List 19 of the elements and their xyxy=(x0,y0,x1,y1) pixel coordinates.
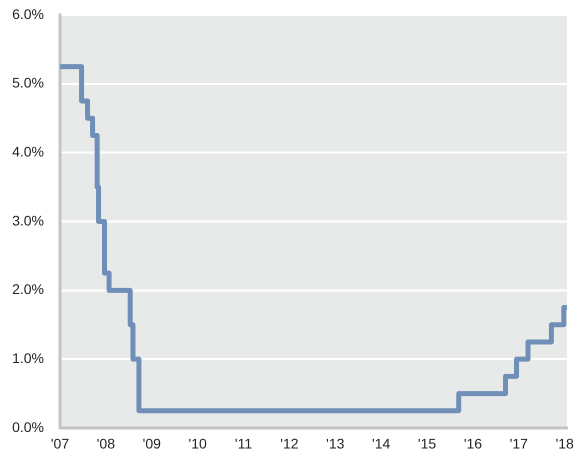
x-tick-label: '17 xyxy=(510,435,528,452)
x-tick-label: '11 xyxy=(234,435,252,452)
x-tick-label: '16 xyxy=(464,435,482,452)
y-tick-label: 2.0% xyxy=(12,281,44,298)
y-tick-label: 3.0% xyxy=(12,212,44,228)
x-tick-label: '09 xyxy=(142,435,162,452)
y-tick-label: 0.0% xyxy=(12,418,44,435)
x-tick-label: '18 xyxy=(556,435,574,452)
x-tick-label: '13 xyxy=(326,435,345,452)
x-tick-label: '15 xyxy=(418,435,436,452)
y-tick-label: 1.0% xyxy=(12,350,44,366)
x-tick-label: '10 xyxy=(188,435,207,452)
x-tick-label: '12 xyxy=(280,435,299,452)
y-tick-label: 5.0% xyxy=(12,74,44,91)
y-tick-label: 4.0% xyxy=(12,144,44,160)
x-tick-label: '08 xyxy=(96,435,116,452)
x-tick-label: '14 xyxy=(372,435,391,452)
y-tick-label: 6.0% xyxy=(12,6,44,22)
x-tick-label: '07 xyxy=(50,435,70,452)
